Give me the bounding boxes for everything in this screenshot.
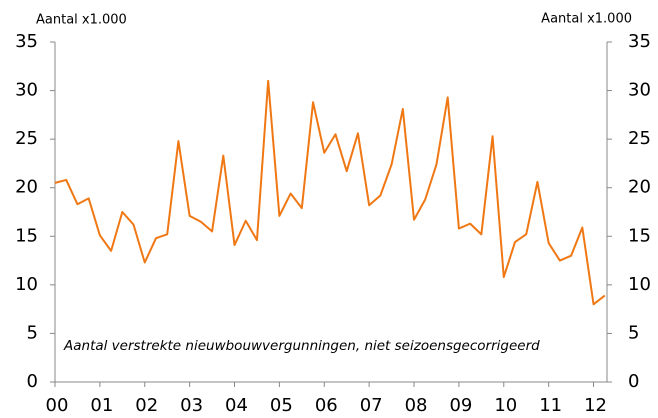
x-tick-label: 07 bbox=[360, 395, 383, 416]
y-tick-label: 25 bbox=[15, 128, 38, 149]
y2-tick-label: 5 bbox=[628, 322, 639, 343]
y-tick-label: 15 bbox=[15, 225, 38, 246]
y2-tick-label: 10 bbox=[628, 274, 651, 295]
y2-tick-label: 25 bbox=[628, 128, 651, 149]
x-tick-label: 06 bbox=[315, 395, 338, 416]
x-tick-label: 08 bbox=[405, 395, 428, 416]
y-tick-label: 35 bbox=[15, 31, 38, 52]
data-line bbox=[54, 79, 606, 306]
x-tick-label: 02 bbox=[135, 395, 158, 416]
x-tick-label: 03 bbox=[180, 395, 203, 416]
y-tick-label: 20 bbox=[15, 177, 38, 198]
y2-tick-label: 0 bbox=[628, 371, 639, 392]
annotation: Aantal verstrekte nieuwbouwvergunningen,… bbox=[63, 338, 540, 354]
y-tick-label: 5 bbox=[27, 322, 38, 343]
y-tick-label: 10 bbox=[15, 274, 38, 295]
x-tick-label: 01 bbox=[90, 395, 113, 416]
y2-axis-label: Aantal x1.000 bbox=[541, 12, 632, 27]
x-tick-label: 00 bbox=[46, 395, 69, 416]
y-axis-label: Aantal x1.000 bbox=[36, 13, 127, 28]
x-tick-label: 04 bbox=[225, 395, 248, 416]
y-tick-label: 30 bbox=[15, 80, 38, 101]
y2-tick-label: 35 bbox=[628, 31, 651, 52]
y-tick-label: 0 bbox=[27, 371, 38, 392]
x-tick-label: 10 bbox=[494, 395, 517, 416]
y2-tick-label: 15 bbox=[628, 225, 651, 246]
x-tick-label: 12 bbox=[584, 395, 607, 416]
y2-tick-label: 20 bbox=[628, 177, 651, 198]
x-tick-label: 11 bbox=[539, 395, 562, 416]
x-tick-label: 05 bbox=[270, 395, 293, 416]
y2-tick-label: 30 bbox=[628, 80, 651, 101]
x-tick-label: 09 bbox=[449, 395, 472, 416]
